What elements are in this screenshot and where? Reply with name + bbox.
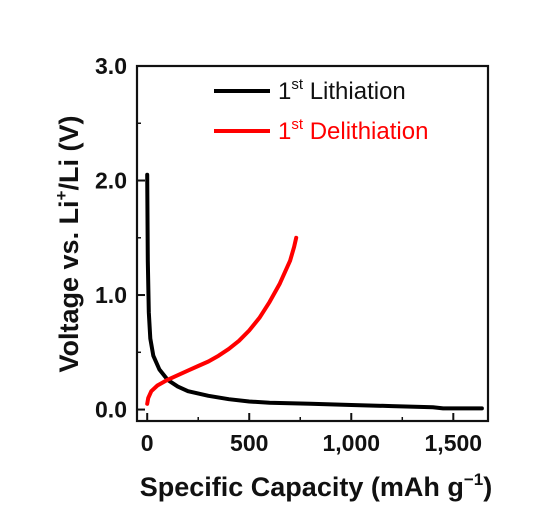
series-group: [145, 172, 484, 411]
x-axis-title: Specific Capacity (mAh g−1): [140, 470, 492, 502]
legend-label-lithiation: 1st Lithiation: [278, 76, 406, 105]
plot-area: [135, 64, 490, 423]
legend-label-delithiation: 1st Delithiation: [278, 116, 428, 145]
x-tick-label: 500: [230, 430, 268, 456]
plot-frame: [135, 64, 490, 423]
y-tick-label: 3.0: [95, 53, 127, 79]
y-axis-title: Voltage vs. Li+/Li (V): [52, 116, 84, 373]
x-tick-label: 1,000: [322, 430, 380, 456]
legend: 1st Lithiation 1st Delithiation: [214, 76, 428, 145]
axis-ticks: 0 500 1,000 1,500 0.0 1.0 2.0 3.0: [95, 53, 482, 456]
series-line-delithiation: [145, 235, 299, 406]
y-tick-label: 2.0: [95, 168, 127, 194]
y-tick-label: 0.0: [95, 397, 127, 423]
x-tick-label: 0: [141, 430, 154, 456]
x-tick-label: 1,500: [425, 430, 483, 456]
y-tick-label: 1.0: [95, 282, 127, 308]
series-line-lithiation: [145, 172, 484, 411]
